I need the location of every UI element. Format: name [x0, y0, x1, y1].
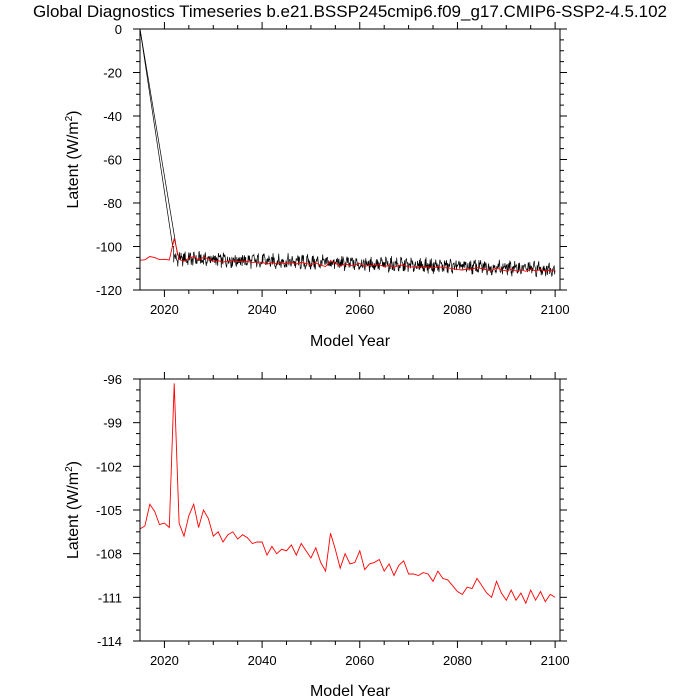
bottom-x-tick-label: 2040: [248, 653, 277, 668]
top-monthly-line: [140, 29, 556, 278]
top-monthly-ramp-line: [140, 29, 179, 256]
bottom-y-tick-label: -102: [96, 459, 122, 474]
top-series-group: [140, 29, 556, 278]
bottom-panel: 2020 2040 2060 2080 2100 -96 -99 -102 -105 -108 -1…: [64, 372, 570, 700]
top-y-tick-label: -120: [96, 283, 122, 298]
top-x-tick-label: 2020: [150, 302, 179, 317]
top-panel: 2020 2040 2060 2080 2100 0 -20 -40 -60 -80 -100 -12…: [64, 22, 570, 350]
bottom-x-tick-label: 2060: [345, 653, 374, 668]
bottom-y-tick-label: -105: [96, 503, 122, 518]
top-x-tick-label: 2040: [248, 302, 277, 317]
bottom-y-tick-label: -108: [96, 547, 122, 562]
top-annual-line: [140, 238, 556, 272]
bottom-plot-frame: [139, 378, 561, 642]
bottom-series-group: [140, 383, 556, 605]
top-y-tick-label: -60: [103, 153, 122, 168]
bottom-y-tick-label: -111: [98, 590, 122, 605]
bottom-y-tick-label: -99: [103, 416, 122, 431]
top-x-tick-label: 2080: [443, 302, 472, 317]
top-y-tick-label: -20: [103, 66, 122, 81]
bottom-x-tick-label: 2100: [541, 653, 570, 668]
bottom-annual-line: [140, 383, 556, 605]
bottom-y-tick-label: -96: [103, 372, 122, 387]
top-y-tick-label: -40: [103, 109, 122, 124]
top-y-axis-label: Latent (W/m2): [64, 110, 82, 208]
top-x-tick-label: 2060: [345, 302, 374, 317]
top-plot-frame: [139, 28, 561, 291]
top-y-tick-label: -80: [103, 196, 122, 211]
page-title: Global Diagnostics Timeseries b.e21.BSSP…: [32, 2, 668, 21]
bottom-y-tick-label: -114: [97, 634, 122, 649]
top-y-tick-label: -100: [96, 240, 122, 255]
bottom-x-axis-label: Model Year: [310, 683, 391, 700]
top-x-tick-label: 2100: [541, 302, 570, 317]
top-y-tick-label: 0: [115, 22, 122, 37]
bottom-y-axis-label: Latent (W/m2): [64, 461, 82, 559]
bottom-x-tick-label: 2080: [443, 653, 472, 668]
top-x-axis-label: Model Year: [310, 333, 391, 350]
bottom-x-tick-label: 2020: [150, 653, 179, 668]
